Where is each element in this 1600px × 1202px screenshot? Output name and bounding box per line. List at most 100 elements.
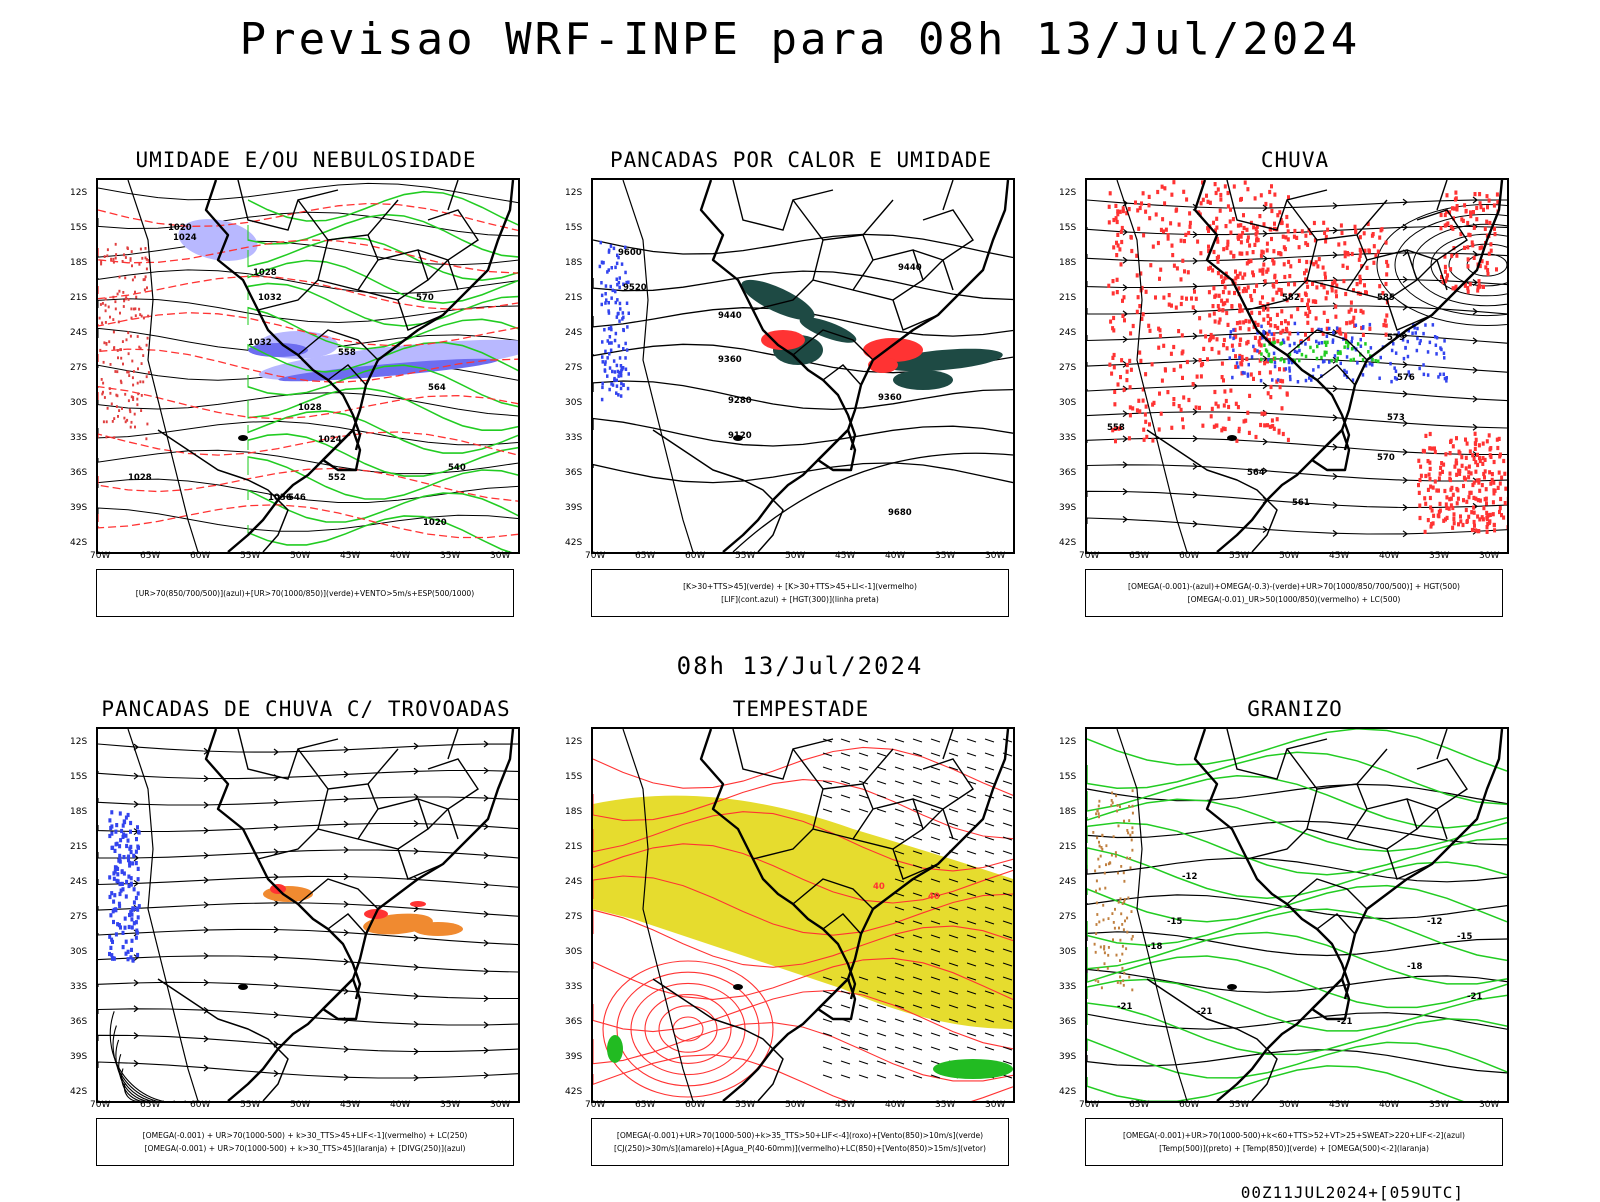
lon-tick: 50W [785,1100,805,1110]
lat-tick: 15S [565,223,582,233]
contour-label: -21 [1197,1007,1212,1017]
lon-tick: 65W [1129,551,1149,561]
lon-tick: 35W [1429,1100,1449,1110]
legend-line: [OMEGA(-0.001) + UR>70(1000-500) + k>30_… [97,1129,513,1142]
base-map [1117,180,1502,552]
panel-title-pancadas-trovoadas: PANCADAS DE CHUVA C/ TROVOADAS [76,697,536,721]
lon-tick: 30W [985,1100,1005,1110]
lat-tick: 12S [1059,188,1076,198]
lon-tick: 40W [390,1100,410,1110]
lon-tick: 35W [935,1100,955,1110]
lon-tick: 35W [935,551,955,561]
contour-label: 9440 [718,311,742,321]
contour-label: -18 [1147,942,1162,952]
lat-tick: 15S [565,772,582,782]
lake [1227,984,1237,990]
red-speckle-west-2 [99,243,150,440]
contour-label: 1032 [258,293,282,303]
lat-tick: 30S [565,947,582,957]
lat-tick: 12S [1059,737,1076,747]
lon-tick: 45W [835,1100,855,1110]
lat-tick: 18S [1059,807,1076,817]
lon-tick: 35W [440,551,460,561]
valid-time-title: 08h 13/Jul/2024 [0,652,1600,680]
lon-tick: 60W [1179,551,1199,561]
lif-blue-contours [599,241,630,402]
red-circulation [659,1006,717,1052]
legend-chuva: [OMEGA(-0.001)-(azul)+OMEGA(-0.3)-(verde… [1085,569,1503,617]
green-wind [607,1035,1013,1079]
lon-tick: 55W [735,551,755,561]
contour-label: 9600 [618,248,642,258]
lat-tick: 15S [70,223,87,233]
lon-tick: 45W [835,551,855,561]
lat-tick: 15S [1059,772,1076,782]
lon-tick: 65W [140,1100,160,1110]
lat-tick: 30S [1059,947,1076,957]
contour-label: -18 [1407,962,1422,972]
map-canvas-umidade: 1020102410281032103210281024102057056455… [98,180,518,552]
contour-label: 573 [1387,413,1405,423]
lon-tick: 65W [140,551,160,561]
contour-label: 576 [1397,373,1415,383]
contour-label: 9280 [728,396,752,406]
lon-tick: 70W [585,1100,605,1110]
lat-tick: 36S [70,468,87,478]
contour-label: 552 [328,473,346,483]
lat-tick: 27S [1059,912,1076,922]
red-circulation [645,995,731,1064]
lat-tick: 15S [1059,223,1076,233]
lat-tick: 24S [1059,877,1076,887]
lat-tick: 33S [1059,982,1076,992]
lat-tick: 36S [565,1017,582,1027]
lat-tick: 39S [1059,503,1076,513]
lat-tick: 42S [70,538,87,548]
lon-tick: 40W [885,1100,905,1110]
contour-label: -12 [1182,872,1197,882]
lat-tick: 39S [1059,1052,1076,1062]
lat-tick: 42S [70,1087,87,1097]
lon-tick: 45W [1329,1100,1349,1110]
contour-label: 9680 [888,508,912,518]
lon-tick: 35W [440,1100,460,1110]
contour-label: 1028 [128,473,152,483]
lon-tick: 70W [90,1100,110,1110]
lat-tick: 24S [70,877,87,887]
lat-tick: 21S [565,293,582,303]
lat-tick: 39S [565,1052,582,1062]
lat-tick: 24S [565,328,582,338]
panel-title-granizo: GRANIZO [1065,697,1525,721]
legend-line: [Temp(500)](preto) + [Temp(850)](verde) … [1086,1142,1502,1155]
lat-tick: 27S [1059,363,1076,373]
lon-tick: 50W [1279,1100,1299,1110]
contour-label: 561 [1292,498,1310,508]
lat-tick: 33S [1059,433,1076,443]
lat-tick: 27S [565,363,582,373]
lon-tick: 30W [490,1100,510,1110]
lon-tick: 65W [635,1100,655,1110]
lat-tick: 21S [1059,293,1076,303]
lat-tick: 24S [70,328,87,338]
lon-tick: 40W [390,551,410,561]
lat-tick: 12S [70,737,87,747]
map-panel-granizo: -12-15-18-21-21-12-15-18-21-21 [1085,727,1509,1103]
lake [733,435,743,441]
map-panel-pancadas-trovoadas [96,727,520,1103]
lat-tick: 18S [565,807,582,817]
contour-label: 558 [338,348,356,358]
legend-line: [K>30+TTS>45](verde) + [K>30+TTS>45+LI<-… [592,580,1008,593]
lat-tick: 12S [565,737,582,747]
red-precip-se [1417,432,1507,534]
lake [1227,435,1237,441]
lon-tick: 55W [240,1100,260,1110]
map-panel-pancadas-calor: 960095209440936092809120968094409360 [591,178,1015,554]
lake [733,984,743,990]
run-info: 00Z11JUL2024+[059UTC] [1241,1183,1464,1202]
contour-label: 540 [448,463,466,473]
contour-label: 1028 [253,268,277,278]
legend-pancadas-trovoadas: [OMEGA(-0.001) + UR>70(1000-500) + k>30_… [96,1118,514,1166]
contour-label: -12 [1427,917,1442,927]
map-canvas-pancadas-trovoadas [98,729,518,1101]
lat-tick: 27S [70,912,87,922]
